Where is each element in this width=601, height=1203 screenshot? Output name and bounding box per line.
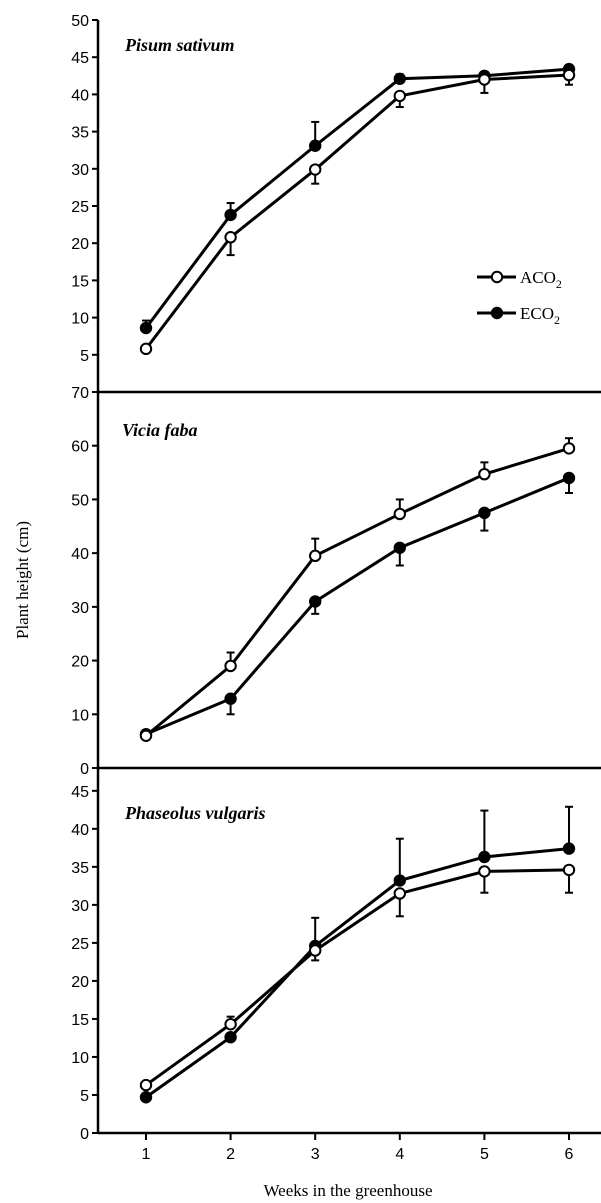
series-aco2 [139,863,576,1092]
data-point-filled [393,72,406,85]
data-point-filled [478,850,491,864]
y-tick-label: 15 [71,273,89,290]
series-eco2 [139,62,576,335]
legend-label-main: ACO [520,268,556,287]
data-point-filled [139,321,153,335]
series-line [144,73,570,350]
data-point-open [309,944,322,957]
y-tick-label: 5 [80,348,89,365]
panel-1: 5 10 15 20 25 30 35 40 45 50 Pisum sativum [71,13,601,394]
data-point-open [478,73,491,86]
y-tick-label: 40 [71,822,89,839]
legend-marker-filled [490,306,504,320]
data-point-open [139,1078,153,1092]
series-line [145,446,570,737]
data-point-open [309,163,322,176]
y-tick-label: 20 [71,654,89,671]
y-tick-label: 30 [71,162,89,179]
x-tick-label: 6 [565,1146,574,1163]
data-point-filled [224,208,237,222]
data-point-filled [393,874,406,887]
data-point-filled [309,595,322,608]
y-tick-label: 10 [71,707,89,724]
data-point-open [224,231,237,244]
y-tick-label: 25 [71,936,89,953]
y-tick-label: 30 [71,898,89,915]
x-tick-label: 1 [142,1146,151,1163]
data-point-filled [139,1091,153,1104]
data-point-filled [224,692,237,705]
y-tick-label: 40 [71,87,89,104]
y-tick-label: 20 [71,236,89,253]
data-point-open [478,865,491,878]
series-line [145,868,570,1087]
data-point-filled [224,1030,237,1044]
data-point-open [478,467,491,481]
data-point-open [393,887,406,900]
series-line [145,476,570,736]
series-aco2 [139,68,576,356]
x-axis-title: Weeks in the greenhouse [263,1181,432,1200]
data-point-filled [562,842,576,855]
panel-title: Pisum sativum [124,35,235,55]
data-point-filled [393,541,406,554]
x-tick-label: 2 [226,1146,235,1163]
x-tick-label: 3 [311,1146,320,1163]
y-tick-label: 20 [71,974,89,991]
panel-title: Phaseolus vulgaris [124,803,266,823]
legend-label-subscript: 2 [556,277,562,291]
legend-label-subscript: 2 [554,313,560,327]
y-tick-label: 70 [71,385,89,402]
data-point-open [309,549,322,563]
series-eco2 [139,805,576,1104]
y-tick-label: 45 [71,784,89,801]
legend-label: ECO2 [520,304,560,327]
data-point-open [224,1018,237,1031]
y-tick-label: 50 [71,13,89,30]
data-point-open [393,507,406,521]
y-tick-label: 30 [71,600,89,617]
legend-label-main: ECO [520,304,554,323]
y-tick-label: 45 [71,50,89,67]
y-tick-label: 60 [71,439,89,456]
data-point-open [393,89,406,103]
series-aco2 [139,437,576,742]
y-tick-label: 0 [80,761,89,778]
panel-2: 0 10 20 30 40 50 60 70 Vicia faba [71,385,601,778]
y-tick-label: 25 [71,199,89,216]
series-eco2 [139,471,576,741]
data-point-open [139,729,153,742]
legend-marker-open [490,270,504,284]
y-tick-label: 0 [80,1126,89,1143]
data-point-filled [478,506,491,520]
legend-label: ACO2 [520,268,562,291]
data-point-open [139,342,153,356]
panel-title: Vicia faba [122,420,198,440]
y-tick-label: 35 [71,125,89,142]
data-point-open [224,659,237,673]
series-line [144,67,570,329]
series-line [145,847,570,1099]
x-tick-label: 4 [395,1146,404,1163]
x-tick-label: 5 [480,1146,489,1163]
data-point-filled [562,471,576,485]
data-point-filled [309,139,322,152]
data-point-open [562,863,576,877]
panel-3: 0 5 10 15 20 25 30 35 40 45 Phaseolus vulgaris [71,768,601,1143]
y-tick-label: 5 [80,1088,89,1105]
y-tick-label: 10 [71,311,89,328]
data-point-open [562,68,576,82]
y-tick-label: 35 [71,860,89,877]
data-point-open [562,442,576,455]
y-tick-label: 40 [71,546,89,563]
y-axis-title: Plant height (cm) [13,521,32,639]
y-tick-label: 15 [71,1012,89,1029]
y-tick-label: 10 [71,1050,89,1067]
y-tick-label: 50 [71,492,89,509]
